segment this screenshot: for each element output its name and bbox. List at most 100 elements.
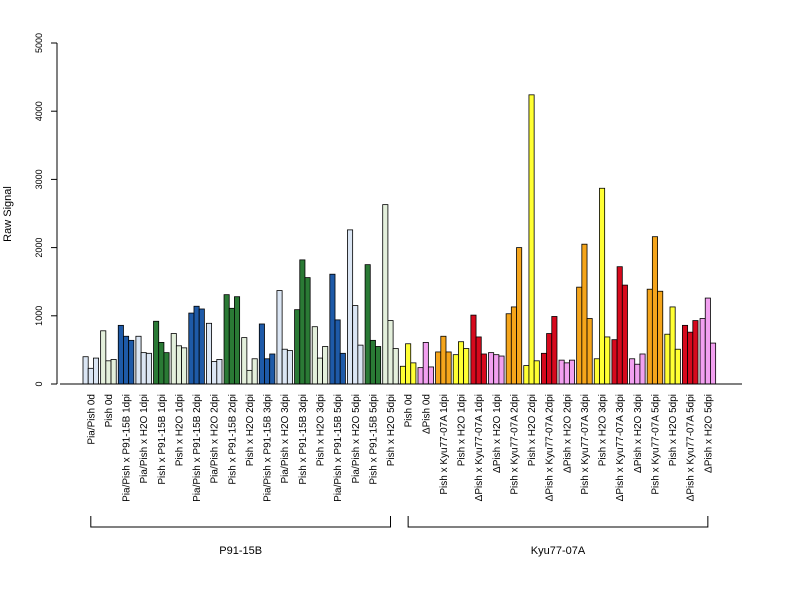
bar [699,318,706,385]
bar [299,259,306,385]
bar [316,357,323,385]
bar [170,333,177,385]
bar [311,326,318,385]
group-brackets: P91-15B Kyu77-07A [90,516,709,557]
x-tick-label: Pish x Kyu77-07A 3dpi [580,394,591,495]
x-tick-label: ΔPish x Kyu77-07A 1dpi [474,394,485,501]
bar [470,314,477,385]
bar [493,354,500,385]
bar [82,356,89,385]
bar [558,359,565,385]
group-label: Kyu77-07A [531,545,586,557]
x-tick-label: Pia/Pish x P91-15B 1dpi [122,394,133,502]
bar [128,339,135,385]
bar [586,318,593,385]
bar [674,348,681,385]
bar [375,346,382,385]
x-tick-label: Pia/Pish x H2O 2dpi [210,394,221,484]
bar [145,352,152,385]
bar [480,353,487,385]
x-tick-label: ΔPish x H2O 5dpi [703,394,714,473]
x-tick-label: Pish x H2O 1dpi [457,394,468,466]
x-tick-label: Pish x Kyu77-07A 5dpi [650,394,661,495]
bar [604,336,611,385]
bar [181,347,188,385]
x-tick-label: Pish x P91-15B 1dpi [157,394,168,485]
x-tick-label: Pia/Pish x P91-15B 3dpi [263,394,274,502]
x-tick-label: Pish x H2O 3dpi [315,394,326,466]
bar [692,320,699,385]
x-tick-label: Pish x H2O 5dpi [668,394,679,466]
x-tick-label: Pish x H2O 2dpi [527,394,538,466]
bar [710,342,717,385]
bar [704,297,711,385]
x-tick-label: Pia/Pish x H2O 3dpi [280,394,291,484]
bar [611,339,618,385]
bar [682,324,689,385]
bar [498,355,505,385]
x-tick-labels: Pia/Pish 0d Pish 0d Pia/Pish x P91-15B 1dp… [86,394,714,502]
bar [440,335,447,385]
bar [193,305,200,385]
bar [634,363,641,385]
bar [664,333,671,385]
bar [616,266,623,385]
y-tick-label: 5000 [34,33,44,53]
bar [117,324,124,385]
bar [523,365,530,385]
bar [405,343,412,385]
x-tick-label: Pish x H2O 5dpi [386,394,397,466]
bar [399,365,406,385]
bar [546,333,553,385]
bar [158,341,165,385]
bar [364,264,371,385]
bar [533,360,540,385]
bar [357,344,364,385]
bar [463,348,470,385]
x-tick-label: Pish x H2O 3dpi [598,394,609,466]
bar [188,312,195,385]
bar [286,350,293,385]
x-tick-label: Pish x H2O 2dpi [245,394,256,466]
x-tick-label: Pia/Pish x P91-15B 2dpi [192,394,203,502]
bar [251,358,258,385]
bar [347,229,354,385]
bar [105,360,112,385]
bar [93,357,100,385]
bar [410,362,417,385]
bar [153,320,160,385]
bar [528,94,535,385]
bar [216,359,223,385]
bar [352,305,359,385]
bar [651,236,658,385]
bar [452,354,459,385]
bar [100,330,107,385]
y-axis: 0 1000 2000 3000 4000 5000 [34,33,58,387]
x-tick-label: Pish x P91-15B 3dpi [298,394,309,485]
x-tick-label: Pish x Kyu77-07A 2dpi [509,394,520,495]
bar [228,307,235,385]
x-tick-label: Pia/Pish x H2O 1dpi [139,394,150,484]
bar [246,369,253,385]
bar [488,352,495,385]
bar [369,339,376,385]
x-tick-label: Pish 0d [104,394,115,427]
y-axis-label: Raw Signal [2,186,14,242]
x-tick-label: ΔPish 0d [421,394,432,434]
bar [639,353,646,385]
y-tick-label: 0 [34,381,44,386]
x-tick-label: ΔPish x H2O 3dpi [633,394,644,473]
x-tick-label: ΔPish x Kyu77-07A 3dpi [615,394,626,501]
bar [687,331,694,385]
bar [281,348,288,385]
x-tick-label: Pish x P91-15B 2dpi [227,394,238,485]
bar [516,247,523,385]
bar [475,336,482,385]
bar [657,290,664,385]
bar [576,286,583,385]
bar [206,322,213,385]
x-tick-label: Pish x Kyu77-07A 1dpi [439,394,450,495]
bar [563,362,570,385]
bar [110,359,117,385]
